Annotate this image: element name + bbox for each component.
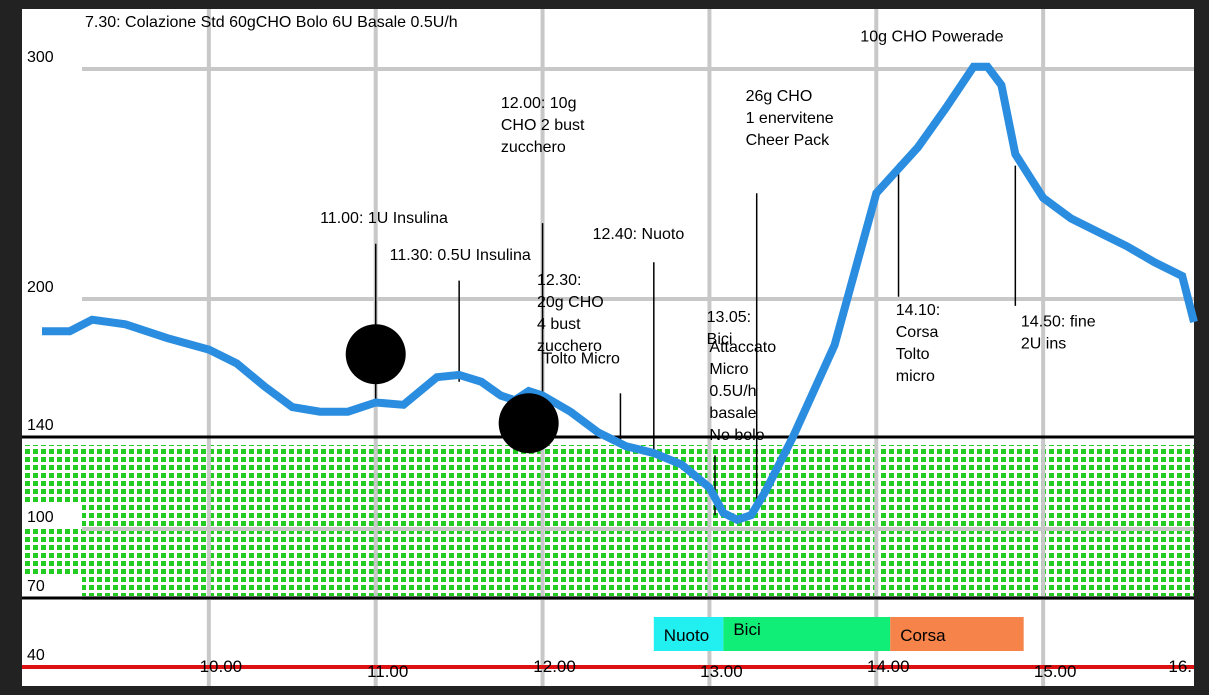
dose-markers (345, 324, 559, 454)
x-tick-label-13.00: 13.00 (700, 662, 743, 681)
annotation-4-line-1: 20g CHO (537, 294, 604, 311)
annotation-1: 11.00: 1U Insulina (320, 210, 448, 227)
dose-marker-2 (498, 393, 559, 454)
annotation-7-line-1: Bici (707, 331, 733, 348)
annotation-0-line-0: 10g CHO Powerade (860, 28, 1003, 45)
annotation-3-line-2: zucchero (501, 139, 566, 156)
annotation-9: 26g CHO 1 enervitene Cheer Pack (746, 88, 834, 149)
annotation-4-line-0: 12.30: (537, 272, 581, 289)
annotation-8-line-0: Attaccato (709, 339, 776, 356)
annotation-10-line-2: Tolto (896, 346, 930, 363)
annotation-7: 13.05: Bici (707, 309, 751, 348)
annotation-3: 12.00: 10g CHO 2 bust zucchero (501, 95, 585, 156)
y-tick-bg-40 (24, 643, 82, 665)
activity-bands: Nuoto Bici Corsa (653, 617, 1024, 651)
annotation-8-line-1: Micro (709, 361, 748, 378)
y-tick-label-40: 40 (27, 647, 45, 664)
annotation-9-line-1: 1 enervitene (746, 110, 834, 127)
annotation-10-line-1: Corsa (896, 324, 939, 341)
y-tick-bg-100 (24, 505, 82, 527)
annotation-7-line-0: 13.05: (707, 309, 751, 326)
dose-marker-1 (345, 324, 406, 385)
annotation-10: 14.10: Corsa Tolto micro (896, 302, 940, 385)
annotation-8-line-4: No bolo (709, 427, 764, 444)
annotation-8-line-2: 0.5U/h (709, 383, 756, 400)
x-tick-label-12.00: 12.00 (533, 657, 576, 676)
annotation-0: 10g CHO Powerade (860, 28, 1003, 45)
annotation-11-line-0: 14.50: fine (1021, 314, 1096, 331)
y-tick-label-300: 300 (27, 49, 54, 66)
y-tick-label-100: 100 (27, 509, 54, 526)
target-range-band (22, 445, 1194, 596)
annotation-4: 12.30: 20g CHO 4 bust zucchero (537, 272, 604, 355)
annotation-2-line-0: 11.30: 0.5U Insulina (390, 247, 531, 264)
annotations: 10g CHO Powerade 11.00: 1U Insulina 11.30:… (320, 28, 1096, 444)
annotation-6-line-0: 12.40: Nuoto (593, 226, 685, 243)
axis-ticks: 300 200 140 100 70 40 10.00 11.00 12.00 13.00 14.0… (24, 45, 1192, 681)
y-tick-bg-140 (24, 413, 82, 435)
annotation-4-line-3: zucchero (537, 338, 602, 355)
annotation-11-line-1: 2U ins (1021, 336, 1066, 353)
activity-band-label-nuoto: Nuoto (664, 626, 709, 645)
glucose-series-line (42, 62, 1198, 525)
annotation-10-line-3: micro (896, 368, 935, 385)
annotation-2: 11.30: 0.5U Insulina (390, 247, 531, 264)
x-tick-label-15.00: 15.00 (1034, 662, 1077, 681)
annotation-6: 12.40: Nuoto (593, 226, 685, 243)
x-tick-label-14.00: 14.00 (867, 657, 910, 676)
annotation-11: 14.50: fine 2U ins (1021, 314, 1096, 353)
activity-band-corsa (890, 617, 1024, 651)
x-tick-label-11.00: 11.00 (367, 662, 408, 681)
annotation-4-line-2: 4 bust (537, 316, 581, 333)
activity-band-label-corsa: Corsa (900, 626, 946, 645)
y-tick-bg-300 (24, 45, 82, 67)
activity-band-bici (723, 617, 891, 651)
y-tick-bg-200 (24, 275, 82, 297)
y-tick-label-200: 200 (27, 279, 54, 296)
annotation-10-line-0: 14.10: (896, 302, 940, 319)
y-tick-bg-70 (24, 574, 82, 596)
chart-title: 7.30: Colazione Std 60gCHO Bolo 6U Basal… (85, 14, 458, 31)
y-tick-label-140: 140 (27, 417, 54, 434)
annotation-8-line-3: basale (709, 405, 756, 422)
annotation-3-line-1: CHO 2 bust (501, 117, 585, 134)
annotation-9-line-2: Cheer Pack (746, 132, 831, 149)
annotation-5-line-0: Tolto Micro (543, 350, 620, 367)
y-tick-label-70: 70 (27, 578, 45, 595)
annotation-5: Tolto Micro (543, 350, 620, 367)
activity-band-label-bici: Bici (733, 620, 760, 639)
annotation-1-line-0: 11.00: 1U Insulina (320, 210, 448, 227)
annotation-9-line-0: 26g CHO (746, 88, 813, 105)
x-tick-label-10.00: 10.00 (200, 657, 243, 676)
annotation-3-line-0: 12.00: 10g (501, 95, 577, 112)
x-tick-label-16.: 16. (1168, 657, 1192, 676)
annotation-8: Attaccato Micro 0.5U/h basale No bolo (709, 339, 776, 444)
activity-band-nuoto (653, 617, 724, 651)
annotation-stems (374, 163, 1017, 516)
